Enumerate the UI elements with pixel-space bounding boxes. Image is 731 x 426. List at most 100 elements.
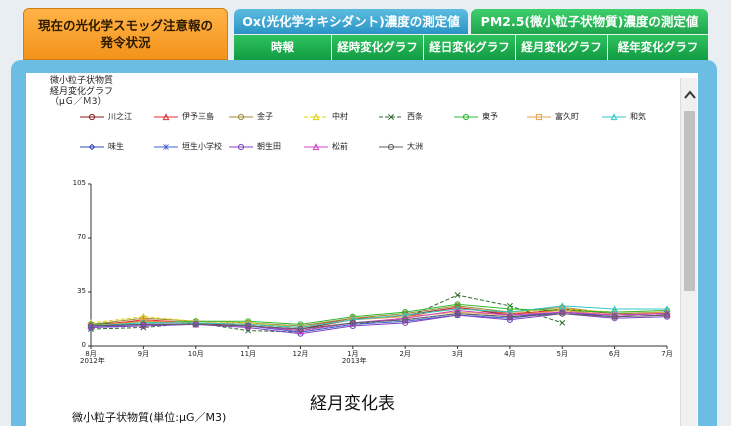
subtab-hourly[interactable]: 時報 xyxy=(234,35,332,60)
data-point xyxy=(140,321,147,328)
data-point xyxy=(663,309,671,317)
legend-label: 金子 xyxy=(257,112,273,121)
x-tick-label: 10月 xyxy=(187,350,204,358)
data-point xyxy=(349,319,356,326)
chart-header-line3: （μＧ／Ｍ3） xyxy=(50,97,107,107)
scrollbar[interactable] xyxy=(680,78,697,426)
data-point xyxy=(297,325,304,333)
content-panel xyxy=(26,73,698,426)
legend-label: 和気 xyxy=(630,112,646,121)
legend-swatch xyxy=(154,144,178,150)
data-point xyxy=(506,311,514,319)
x-year-label: 2012年 xyxy=(80,357,105,365)
series-line xyxy=(90,313,668,335)
data-point xyxy=(454,310,461,317)
legend-swatch xyxy=(379,143,403,151)
x-tick-label: 12月 xyxy=(292,350,309,358)
legend-label: 西条 xyxy=(407,112,423,121)
legend-marker xyxy=(312,113,320,121)
subtab-yearly-graph[interactable]: 経年変化グラフ xyxy=(608,35,708,60)
legend-label: 垣生小学校 xyxy=(182,142,222,151)
legend-marker xyxy=(312,143,320,151)
x-tick-label: 5月 xyxy=(556,350,568,358)
tab-smog-alert-status[interactable]: 現在の光化学スモッグ注意報の 発令状況 xyxy=(23,8,228,60)
series-12 xyxy=(87,310,671,333)
x-tick-label: 4月 xyxy=(504,350,516,358)
x-tick-label: 8月 xyxy=(85,350,97,358)
legend-label: 味生 xyxy=(108,142,124,151)
legend-label: 川之江 xyxy=(108,112,132,121)
scrollbar-thumb[interactable] xyxy=(684,111,695,291)
data-point xyxy=(244,322,252,330)
data-point xyxy=(506,313,514,320)
legend-marker xyxy=(88,143,96,151)
x-tick-label: 9月 xyxy=(137,350,150,358)
legend-marker xyxy=(462,113,470,121)
legend-marker xyxy=(162,113,170,121)
chart-header-line1: 微小粒子状物質 xyxy=(50,76,114,86)
unit-label: 微小粒子状物質(単位:μG／M3) xyxy=(72,411,227,424)
series-7 xyxy=(87,302,671,331)
legend-swatch xyxy=(229,143,253,151)
legend-swatch xyxy=(154,113,178,121)
data-point xyxy=(349,321,356,328)
legend-marker xyxy=(387,143,395,151)
data-point xyxy=(611,311,619,319)
legend-marker xyxy=(237,113,245,121)
subtab-daily-graph[interactable]: 経日変化グラフ xyxy=(424,35,516,60)
chart-header-line2: 経月変化グラフ xyxy=(50,86,114,97)
tab-smog-label-line2: 発令状況 xyxy=(100,35,151,50)
chevron-up-icon[interactable] xyxy=(681,87,698,105)
x-tick-label: 1月 xyxy=(347,350,359,358)
legend-marker xyxy=(237,143,245,151)
legend-label: 朝生田 xyxy=(257,142,281,151)
legend-swatch xyxy=(527,113,551,121)
legend-swatch xyxy=(80,143,104,151)
tab-ox-concentration[interactable]: Ox(光化学オキシダント)濃度の測定値 xyxy=(234,9,468,34)
x-tick-label: 3月 xyxy=(451,350,464,358)
subtab-time-series-graph[interactable]: 経時変化グラフ xyxy=(332,35,424,60)
legend-swatch xyxy=(80,113,104,121)
legend-swatch xyxy=(379,114,403,120)
tab-smog-label-line1: 現在の光化学スモッグ注意報の xyxy=(37,18,213,33)
legend-marker xyxy=(163,144,169,150)
legend-label: 伊予三島 xyxy=(182,112,214,121)
data-point xyxy=(402,316,409,323)
data-point xyxy=(559,310,566,317)
data-point xyxy=(87,322,95,330)
monthly-table-title: 経月変化表 xyxy=(310,394,395,414)
y-tick-label: 35 xyxy=(77,287,86,295)
chart-header: 微小粒子状物質 経月変化グラフ （μＧ／Ｍ3） xyxy=(50,76,113,108)
pm25-subtabs: 時報 経時変化グラフ 経日変化グラフ 経月変化グラフ 経年変化グラフ xyxy=(234,35,708,60)
tab-pm25-concentration[interactable]: PM2.5(微小粒子状物質)濃度の測定値 xyxy=(471,9,708,34)
legend-marker xyxy=(388,114,394,120)
data-point xyxy=(559,319,566,326)
data-point xyxy=(401,314,409,322)
legend-label: 東予 xyxy=(482,112,498,121)
x-tick-label: 7月 xyxy=(661,350,673,358)
legend-swatch xyxy=(602,113,626,121)
legend-marker xyxy=(88,113,96,121)
series-line xyxy=(90,313,668,330)
legend-marker xyxy=(535,113,543,121)
legend-label: 大洲 xyxy=(407,142,423,151)
legend-swatch xyxy=(304,143,328,151)
subtab-monthly-graph[interactable]: 経月変化グラフ xyxy=(516,35,608,60)
y-tick-label: 70 xyxy=(77,233,86,241)
legend-marker xyxy=(610,113,618,121)
data-point xyxy=(297,326,304,334)
data-point xyxy=(663,312,671,319)
data-point xyxy=(558,308,566,316)
legend-label: 富久町 xyxy=(555,112,579,121)
y-tick-label: 105 xyxy=(72,179,86,187)
x-year-label: 2013年 xyxy=(341,357,367,365)
y-tick-label: 0 xyxy=(81,341,86,349)
series-line xyxy=(90,305,667,329)
data-point xyxy=(192,321,199,328)
legend-label: 松前 xyxy=(332,142,348,151)
legend-label: 中村 xyxy=(332,112,348,121)
x-tick-label: 6月 xyxy=(608,350,621,358)
legend-swatch xyxy=(304,113,328,121)
legend-swatch xyxy=(454,113,478,121)
